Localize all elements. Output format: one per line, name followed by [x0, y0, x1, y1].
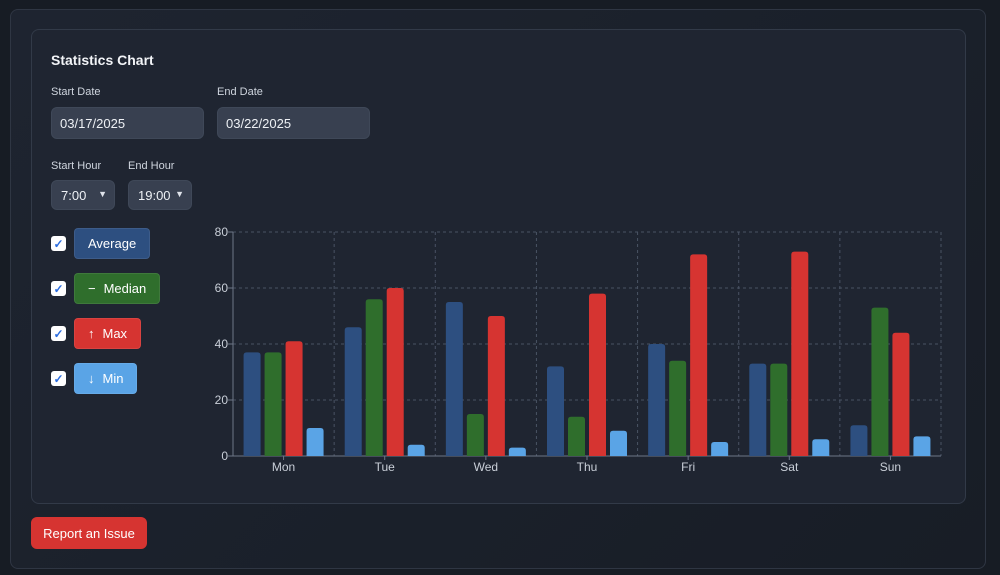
check-icon: ✓ — [53, 236, 64, 251]
end-date-input[interactable]: 03/22/2025 — [217, 107, 370, 139]
median-checkbox[interactable]: ✓ — [51, 281, 66, 296]
x-tick-label: Sat — [780, 460, 799, 474]
chart-bar — [445, 302, 463, 456]
chart-bar — [568, 416, 585, 456]
x-tick-label: Sun — [880, 460, 901, 474]
chart-bar — [386, 288, 404, 456]
x-tick-label: Fri — [681, 460, 695, 474]
average-label: Average — [88, 236, 137, 251]
chart-bar — [264, 352, 282, 456]
y-tick-label: 80 — [215, 225, 229, 239]
chart-bar — [892, 332, 910, 456]
x-tick-label: Tue — [375, 460, 396, 474]
chart-bar — [690, 254, 708, 456]
end-date-label: End Date — [217, 86, 263, 98]
average-button[interactable]: Average — [74, 228, 151, 259]
start-hour-value: 7:00 — [61, 187, 87, 203]
end-hour-label: End Hour — [128, 160, 175, 172]
chart-bar — [589, 293, 606, 456]
toggle-median: ✓ − Median — [51, 273, 161, 304]
chart-bar — [749, 363, 767, 456]
min-button[interactable]: ↓ Min — [74, 363, 138, 394]
chart-bar — [487, 316, 505, 456]
chart-bar — [669, 360, 687, 456]
report-issue-button[interactable]: Report an Issue — [31, 517, 147, 549]
chart-bar — [547, 366, 564, 456]
chart-bar — [770, 363, 788, 456]
chart-bar — [365, 299, 383, 456]
chart-bar — [466, 414, 484, 456]
start-hour-label: Start Hour — [51, 160, 102, 172]
max-label: Max — [102, 326, 128, 341]
chart-bar — [711, 442, 729, 456]
chart-bar — [285, 341, 303, 456]
y-tick-label: 0 — [221, 449, 228, 463]
chart-bar — [610, 430, 627, 456]
toggle-min: ✓ ↓ Min — [51, 363, 138, 394]
chart-bar — [508, 447, 526, 456]
arrow-down-icon: ↓ — [88, 371, 95, 386]
chart-bar — [871, 307, 889, 456]
chart-bar — [812, 439, 830, 456]
max-button[interactable]: ↑ Max — [74, 318, 142, 349]
median-button[interactable]: − Median — [74, 273, 161, 304]
start-date-input[interactable]: 03/17/2025 — [51, 107, 204, 139]
check-icon: ✓ — [53, 281, 64, 296]
chevron-down-icon: ▼ — [98, 189, 107, 199]
end-hour-value: 19:00 — [138, 187, 171, 203]
toggle-max: ✓ ↑ Max — [51, 318, 142, 349]
end-hour-select[interactable]: 19:00 ▼ — [128, 180, 192, 210]
chart-bar — [306, 428, 324, 456]
arrow-up-icon: ↑ — [88, 326, 95, 341]
check-icon: ✓ — [53, 371, 64, 386]
y-tick-label: 20 — [215, 393, 229, 407]
y-tick-label: 60 — [215, 281, 229, 295]
check-icon: ✓ — [53, 326, 64, 341]
x-tick-label: Mon — [272, 460, 295, 474]
minus-icon: − — [88, 281, 96, 296]
start-date-label: Start Date — [51, 86, 101, 98]
x-tick-label: Wed — [474, 460, 498, 474]
chart-bar — [648, 344, 666, 456]
start-hour-select[interactable]: 7:00 ▼ — [51, 180, 115, 210]
average-checkbox[interactable]: ✓ — [51, 236, 66, 251]
y-tick-label: 40 — [215, 337, 229, 351]
card-title: Statistics Chart — [51, 52, 154, 68]
statistics-bar-chart: 0 20 40 60 80 Mon Tue Wed Thu Fri Sat Sun — [215, 225, 942, 474]
x-tick-label: Thu — [577, 460, 598, 474]
chart-bar — [791, 251, 809, 456]
max-checkbox[interactable]: ✓ — [51, 326, 66, 341]
chart-bar — [243, 352, 261, 456]
min-label: Min — [102, 371, 124, 386]
chart-bar — [407, 444, 425, 456]
chart-bar — [850, 425, 868, 456]
chart-bar — [344, 327, 362, 456]
min-checkbox[interactable]: ✓ — [51, 371, 66, 386]
chart-bar — [913, 436, 931, 456]
chevron-down-icon: ▼ — [175, 189, 184, 199]
toggle-average: ✓ Average — [51, 228, 151, 259]
median-label: Median — [103, 281, 147, 296]
